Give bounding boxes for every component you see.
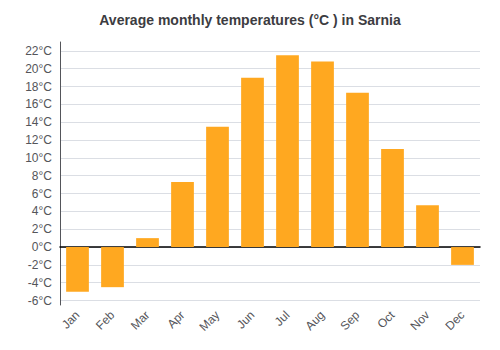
svg-text:14°C: 14°C (25, 115, 52, 129)
svg-text:-2°C: -2°C (28, 258, 52, 272)
svg-text:-4°C: -4°C (28, 276, 52, 290)
svg-text:20°C: 20°C (25, 62, 52, 76)
svg-text:Dec: Dec (442, 308, 467, 333)
svg-text:22°C: 22°C (25, 44, 52, 58)
svg-text:2°C: 2°C (32, 222, 52, 236)
svg-text:Jan: Jan (59, 308, 83, 332)
svg-text:Oct: Oct (374, 308, 398, 332)
svg-text:18°C: 18°C (25, 80, 52, 94)
svg-text:Jun: Jun (234, 308, 258, 332)
svg-text:Jul: Jul (272, 308, 293, 329)
svg-text:12°C: 12°C (25, 133, 52, 147)
svg-text:Sep: Sep (337, 308, 362, 333)
svg-text:Average monthly temperatures (: Average monthly temperatures (°C ) in Sa… (99, 12, 401, 28)
svg-text:8°C: 8°C (32, 169, 52, 183)
svg-text:Feb: Feb (93, 308, 118, 333)
svg-text:4°C: 4°C (32, 204, 52, 218)
svg-text:Apr: Apr (164, 308, 187, 331)
svg-text:6°C: 6°C (32, 187, 52, 201)
svg-text:May: May (197, 308, 223, 334)
svg-text:0°C: 0°C (32, 240, 52, 254)
svg-text:10°C: 10°C (25, 151, 52, 165)
svg-text:Aug: Aug (302, 308, 327, 333)
svg-text:16°C: 16°C (25, 97, 52, 111)
svg-text:Mar: Mar (128, 308, 153, 332)
svg-text:-6°C: -6°C (28, 294, 52, 308)
svg-text:Nov: Nov (407, 308, 432, 333)
